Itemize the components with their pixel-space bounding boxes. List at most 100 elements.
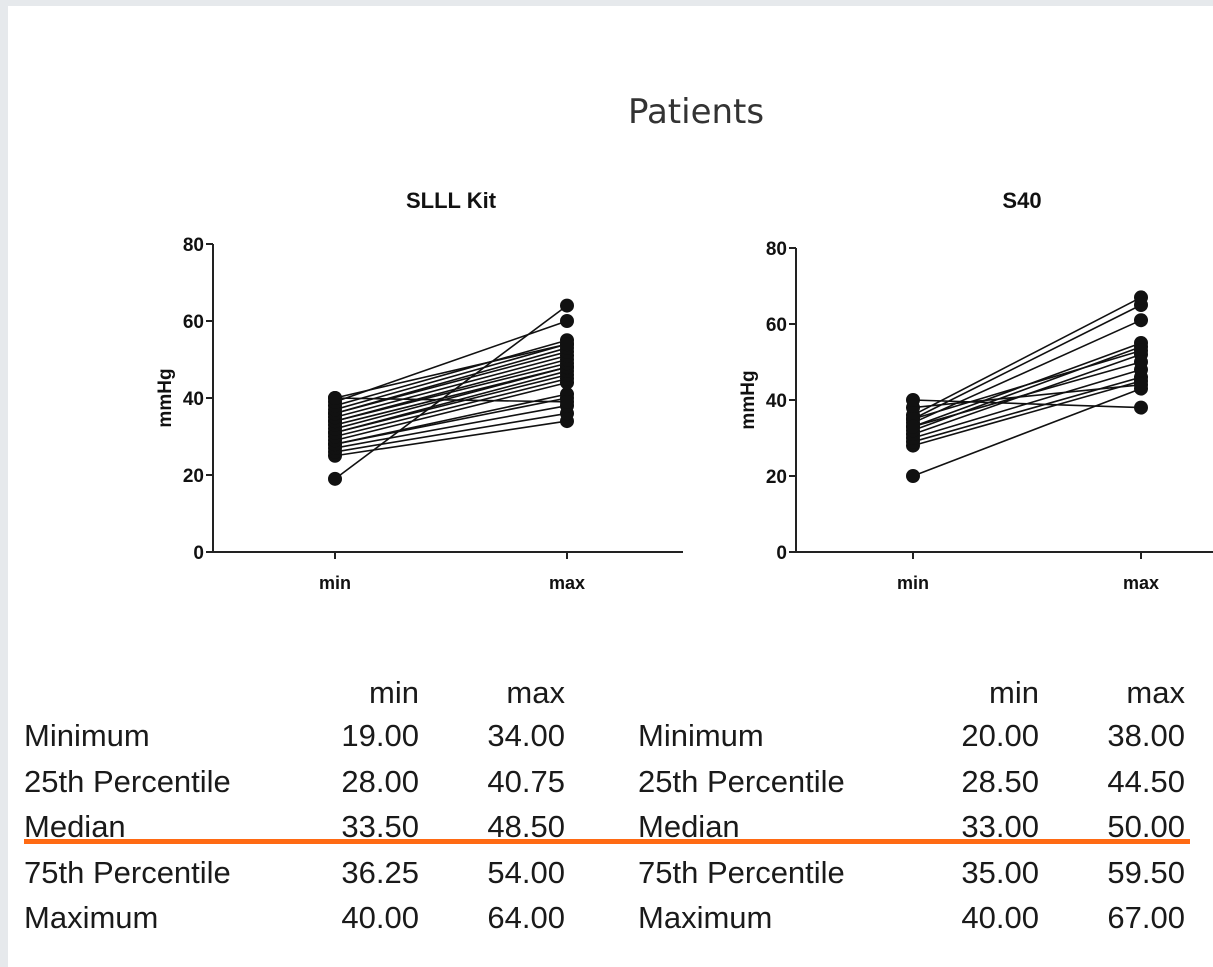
stat-label: Median [638, 809, 740, 844]
chart-slll-series-line [334, 354, 568, 419]
chart-slll-data-point [560, 337, 574, 352]
stat-label: 25th Percentile [638, 763, 845, 799]
stats-header-max: max [1126, 675, 1185, 710]
chart-s40-y-tick-label: 60 [766, 315, 787, 336]
chart-s40-data-point [1134, 290, 1148, 305]
stats-table-slll: min max Minimum 19.00 34.00 25th Percentile 28… [24, 673, 565, 941]
chart-slll-series-line [334, 420, 568, 457]
chart-s40-series-line [912, 361, 1142, 428]
chart-s40-data-point [1134, 343, 1148, 358]
stat-value-min: 36.25 [341, 854, 419, 890]
chart-slll-data-point [560, 298, 574, 313]
chart-s40-series-line [912, 349, 1142, 420]
chart-slll-series-line [334, 404, 568, 449]
chart-s40-series-line [912, 304, 1142, 420]
chart-slll-data-point [560, 394, 574, 409]
stat-value-max: 34.00 [487, 718, 565, 753]
stat-value-max: 50.00 [1107, 809, 1185, 844]
stat-label: Minimum [24, 718, 150, 753]
stats-table-s40: min max Minimum 20.00 38.00 25th Percentile 28… [638, 673, 1185, 941]
stats-row-s40: Maximum 40.00 67.00 [638, 895, 1185, 941]
stats-row-s40: 75th Percentile 35.00 59.50 [638, 850, 1185, 896]
stat-label: Median [24, 809, 126, 844]
stat-value-max: 40.75 [487, 763, 565, 799]
stat-value-min: 28.00 [341, 763, 419, 799]
stat-value-min: 35.00 [961, 854, 1039, 890]
chart-slll-series-line [334, 381, 568, 442]
chart-slll-data-point [560, 314, 574, 328]
stats-header-min: min [369, 675, 419, 710]
stat-value-max: 64.00 [487, 900, 565, 935]
stat-value-min: 20.00 [961, 718, 1039, 753]
stats-header-blank [638, 673, 938, 713]
figure-title: Patients [628, 92, 765, 132]
chart-s40-data-point [1134, 400, 1148, 415]
chart-s40-x-tick-label: min [897, 573, 929, 593]
chart-s40-y-tick-label: 20 [766, 467, 787, 488]
chart-slll-series-line [334, 377, 568, 438]
chart-s40-data-point [1134, 355, 1148, 369]
chart-slll-y-tick-label: 20 [183, 466, 204, 487]
stats-row-s40: Minimum 20.00 38.00 [638, 713, 1185, 759]
chart-s40-series-line [912, 384, 1142, 409]
chart-s40-series-line [912, 399, 1142, 409]
stats-row-slll: Median 33.50 48.50 [24, 804, 565, 850]
stat-value-max: 48.50 [487, 809, 565, 844]
stat-value-max: 38.00 [1107, 718, 1185, 753]
stat-label: 75th Percentile [24, 854, 231, 890]
stat-label: Maximum [24, 900, 159, 935]
chart-slll-series-line [334, 412, 568, 453]
stats-row-slll: Minimum 19.00 34.00 [24, 713, 565, 759]
stat-label: 25th Percentile [24, 763, 231, 799]
stat-value-max: 67.00 [1107, 900, 1185, 935]
chart-slll-x-tick-label: min [319, 573, 351, 593]
stat-value-max: 44.50 [1107, 763, 1185, 799]
chart-s40-series-line [912, 387, 1142, 477]
chart-slll-y-tick-label: 60 [183, 312, 204, 333]
chart-s40-data-point [1134, 377, 1148, 392]
chart-slll-data-point [328, 391, 342, 405]
stats-row-slll: Maximum 40.00 64.00 [24, 895, 565, 941]
stat-value-min: 40.00 [341, 900, 419, 935]
chart-s40-data-point [1134, 313, 1148, 328]
chart-s40-data-point [906, 469, 920, 483]
chart-s40-series-line [912, 319, 1142, 424]
chart-s40-y-tick-label: 80 [766, 239, 787, 260]
stat-label: Maximum [638, 900, 773, 935]
stats-header-row: min max [638, 673, 1185, 713]
chart-s40-y-tick-label: 40 [766, 391, 787, 412]
chart-slll-y-tick-label: 0 [193, 543, 204, 564]
stats-row-s40: 25th Percentile 28.50 44.50 [638, 759, 1185, 805]
stat-value-max: 54.00 [487, 854, 565, 890]
chart-s40-series-line [912, 296, 1142, 416]
chart-s40-title: S40 [1002, 188, 1041, 213]
chart-slll-y-tick-label: 80 [183, 235, 204, 256]
chart-slll-title: SLLL Kit [406, 188, 497, 213]
chart-s40-x-tick-label: max [1123, 573, 1159, 593]
chart-slll-series-line [334, 347, 568, 415]
chart-slll-series-line [334, 358, 568, 422]
chart-slll-series-line [334, 339, 568, 407]
stats-header-row: min max [24, 673, 565, 713]
stats-row-s40: Median 33.00 50.00 [638, 804, 1185, 850]
charts-area: SLLL Kit 0 20 40 60 80 mmHg min max S40 0 20 40 60 80 m… [155, 188, 1213, 593]
stats-header-min: min [989, 675, 1039, 710]
stat-value-min: 28.50 [961, 763, 1039, 799]
stats-row-slll: 25th Percentile 28.00 40.75 [24, 759, 565, 805]
chart-slll-series-line [334, 343, 568, 399]
stats-header-max: max [506, 675, 565, 710]
stat-value-min: 19.00 [341, 718, 419, 753]
chart-s40-y-axis-label: mmHg [738, 370, 759, 429]
chart-slll-y-tick-label: 40 [183, 389, 204, 410]
chart-slll-series-line [334, 397, 568, 403]
chart-s40-data-point [906, 419, 920, 434]
stat-value-min: 40.00 [961, 900, 1039, 935]
chart-slll-y-axis-label: mmHg [155, 368, 176, 427]
stats-header-blank [24, 673, 324, 713]
page: Patients SLLL Kit 0 20 40 60 80 mmHg min max S40 0… [8, 6, 1213, 967]
chart-slll-series-line [334, 366, 568, 426]
stat-value-min: 33.50 [341, 809, 419, 844]
stat-label: 75th Percentile [638, 854, 845, 890]
chart-s40-series-line [912, 380, 1142, 447]
median-highlight-line [24, 839, 1190, 844]
